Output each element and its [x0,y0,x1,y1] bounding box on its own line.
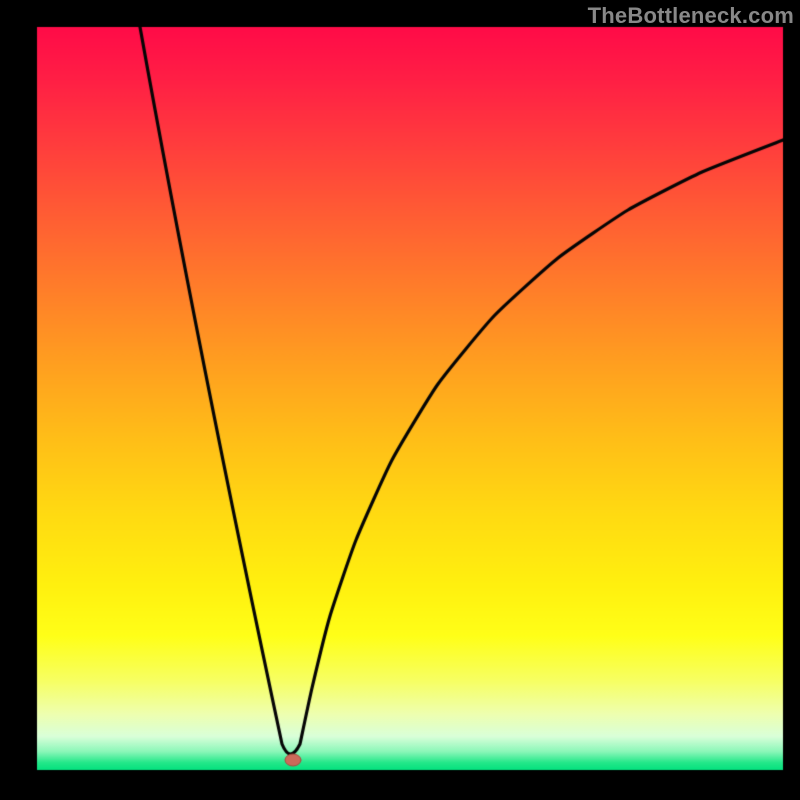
chart-container: TheBottleneck.com [0,0,800,800]
watermark-text: TheBottleneck.com [588,3,794,29]
bottleneck-chart-canvas [0,0,800,800]
